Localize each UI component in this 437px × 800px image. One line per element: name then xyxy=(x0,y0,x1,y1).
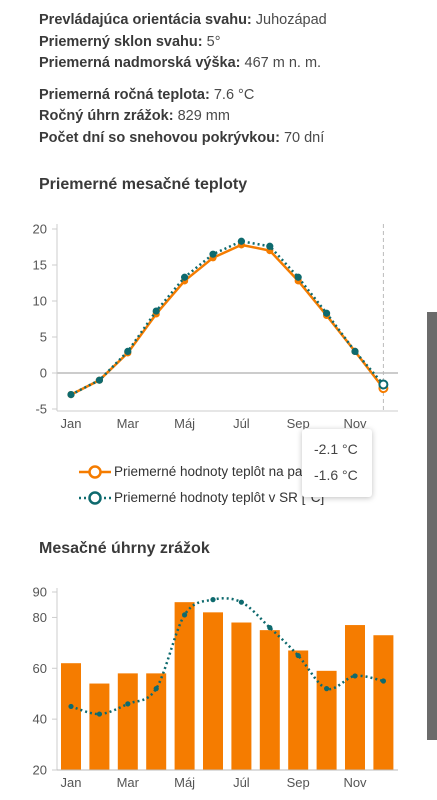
x-tick-label: Nov xyxy=(343,416,367,431)
altitude-line: Priemerná nadmorská výška: 467 m n. m. xyxy=(39,55,322,71)
y-tick-label: 0 xyxy=(40,366,47,381)
precipitation-chart[interactable]: 90 80 60 40 20 Jan Mar Máj Júl Sep Nov xyxy=(0,580,427,800)
chart-tooltip: -2.1 °C -1.6 °C xyxy=(302,429,372,497)
temperature-line: Priemerná ročná teplota: 7.6 °C xyxy=(39,86,255,103)
x-tick-label: Jan xyxy=(61,775,82,790)
y-tick-label: 60 xyxy=(33,661,47,676)
series-sr-point xyxy=(67,391,75,399)
x-tick-label: Máj xyxy=(174,416,195,431)
series-sr-point xyxy=(181,273,189,281)
sr-precipitation-point xyxy=(125,701,131,707)
legend-label-sr: Priemerné hodnoty teplôt v SR [°C] xyxy=(114,490,325,505)
y-tick-label: -5 xyxy=(35,402,47,417)
series-sr-point xyxy=(294,273,302,281)
x-tick-label: Sep xyxy=(287,416,310,431)
x-tick-label: Jan xyxy=(61,416,82,431)
series-sr-point xyxy=(378,379,389,390)
x-tick-label: Nov xyxy=(343,775,367,790)
x-tick-label: Sep xyxy=(287,775,310,790)
sr-precipitation-point xyxy=(68,703,74,710)
precipitation-bar xyxy=(61,663,81,770)
precipitation-bar xyxy=(288,650,309,770)
series-sr-line xyxy=(70,239,385,396)
tooltip-value-sr: -1.6 °C xyxy=(314,467,358,483)
sr-precipitation-point xyxy=(210,597,216,603)
y-tick-label: 10 xyxy=(33,294,47,309)
series-sr-point xyxy=(237,237,245,245)
x-tick-label: Júl xyxy=(233,416,250,431)
series-sr-point xyxy=(152,307,160,315)
x-tick-label: Máj xyxy=(174,775,195,790)
precipitation-bar xyxy=(203,612,223,770)
series-sr-point xyxy=(351,347,359,355)
legend-label-local: Priemerné hodnoty teplôt na par xyxy=(114,464,307,479)
y-tick-label: 20 xyxy=(33,222,47,237)
sr-precipitation-point xyxy=(96,711,102,717)
y-tick-label: 90 xyxy=(33,585,47,600)
sr-precipitation-point xyxy=(295,652,301,659)
snow-days-line: Počet dní so snehovou pokrývkou: 70 dní xyxy=(39,129,325,146)
precipitation-bar xyxy=(259,630,280,770)
sr-precipitation-point xyxy=(153,686,159,692)
tooltip-value-local: -2.1 °C xyxy=(314,441,358,457)
sr-precipitation-point xyxy=(182,612,188,618)
precipitation-bar xyxy=(146,673,167,770)
precipitation-bar xyxy=(373,635,394,770)
precipitation-bar xyxy=(89,683,110,770)
x-tick-label: Mar xyxy=(117,775,140,790)
series-sr-point xyxy=(95,376,104,384)
x-tick-label: Júl xyxy=(233,775,250,790)
precipitation-bar xyxy=(316,670,337,770)
site-info: Prevládajúca orientácia svahu: Juhozápad… xyxy=(39,10,429,149)
sr-precipitation-point xyxy=(267,625,273,631)
precipitation-bar xyxy=(231,622,252,770)
y-tick-label: 20 xyxy=(33,763,47,778)
series-sr-point xyxy=(124,347,132,355)
precipitation-line: Ročný úhrn zrážok: 829 mm xyxy=(39,108,230,124)
series-local-line xyxy=(70,243,385,396)
y-tick-label: 15 xyxy=(33,258,47,273)
sr-precipitation-point xyxy=(238,599,244,605)
precipitation-bar xyxy=(117,673,138,770)
temperature-chart-title: Priemerné mesačné teploty xyxy=(39,176,248,193)
y-tick-label: 80 xyxy=(33,610,47,625)
orientation-line: Prevládajúca orientácia svahu: Juhozápad xyxy=(39,12,327,28)
series-sr-point xyxy=(209,250,217,258)
slope-line: Priemerný sklon svahu: 5° xyxy=(39,33,221,50)
y-tick-label: 5 xyxy=(40,330,47,345)
precipitation-bar xyxy=(174,602,195,770)
x-tick-label: Mar xyxy=(117,416,140,431)
scrollbar-thumb[interactable] xyxy=(427,312,437,740)
series-sr-point xyxy=(323,309,331,317)
y-tick-label: 40 xyxy=(33,712,47,727)
temperature-chart[interactable]: 20 15 10 5 0 -5 Jan Mar Máj Júl Sep Nov xyxy=(0,212,427,452)
precipitation-bar xyxy=(345,625,365,770)
sr-precipitation-point xyxy=(380,678,386,684)
precipitation-chart-title: Mesačné úhrny zrážok xyxy=(39,540,210,557)
sr-precipitation-point xyxy=(352,673,358,679)
sr-precipitation-point xyxy=(324,686,330,692)
series-sr-point xyxy=(266,242,274,250)
